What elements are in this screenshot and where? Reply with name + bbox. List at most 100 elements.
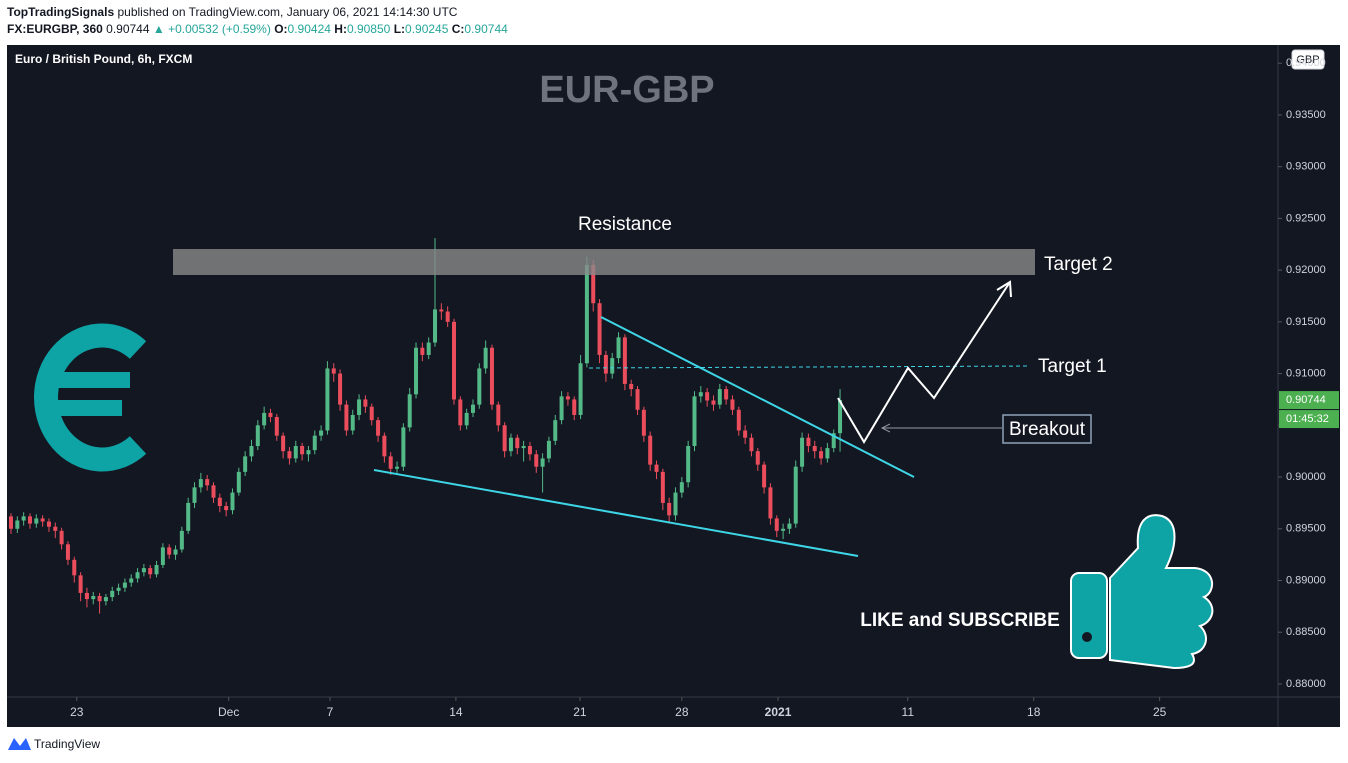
candle-body: [610, 358, 615, 374]
resistance-label: Resistance: [578, 214, 672, 235]
candle-body: [781, 528, 786, 531]
candle-body: [262, 412, 267, 426]
candle-body: [376, 420, 381, 436]
call-to-action: LIKE and SUBSCRIBE: [860, 610, 1060, 631]
l-value: 0.90245: [405, 22, 449, 36]
candle-body: [420, 347, 425, 355]
candle-body: [597, 303, 602, 355]
candle-body: [293, 446, 298, 459]
candle-body: [521, 446, 526, 449]
l-label: L:: [393, 22, 406, 36]
candle-body: [344, 404, 349, 431]
euro-arc: [34, 323, 147, 472]
candle-body: [186, 502, 191, 531]
candle-body: [553, 420, 558, 441]
breakout-box: [1002, 414, 1092, 444]
publisher[interactable]: TopTradingSignals: [7, 5, 115, 19]
candle-body: [445, 311, 450, 322]
target-2-label: Target 2: [1044, 254, 1113, 275]
candle-body: [255, 425, 260, 447]
candle-body: [407, 394, 412, 428]
y-tick-label: 0.91000: [1286, 367, 1326, 379]
header: TopTradingSignals published on TradingVi…: [7, 4, 508, 38]
candle-body: [439, 309, 444, 312]
candle-body: [179, 530, 184, 550]
candle-body: [34, 518, 39, 524]
candle-body: [483, 347, 488, 369]
candle-body: [414, 347, 419, 395]
brand-name[interactable]: TradingView: [34, 737, 100, 751]
candle-body: [306, 450, 311, 455]
countdown-box: [1279, 410, 1339, 429]
candle-body: [698, 392, 703, 397]
candle-body: [27, 516, 32, 524]
x-tick-label: 14: [449, 705, 463, 719]
candle-body: [724, 389, 729, 400]
candle-body: [762, 464, 767, 488]
candle-body: [236, 471, 241, 493]
currency-button[interactable]: [1291, 49, 1325, 70]
publish-line: TopTradingSignals published on TradingVi…: [7, 4, 508, 21]
candle-body: [565, 396, 570, 400]
resistance-trendline: [600, 316, 915, 478]
candle-body: [603, 354, 608, 374]
candle-body: [211, 485, 216, 498]
candle-body: [458, 399, 463, 426]
arrow-head: [996, 280, 1012, 298]
h-label: H:: [334, 22, 347, 36]
candle-body: [705, 392, 710, 401]
candle-body: [274, 417, 279, 436]
candle-body: [217, 497, 222, 507]
candle-body: [584, 264, 589, 364]
candle-body: [192, 487, 197, 503]
candle-body: [534, 454, 539, 467]
candle-body: [572, 399, 577, 415]
o-value: 0.90424: [287, 22, 331, 36]
candle-body: [65, 544, 70, 560]
candle-body: [78, 575, 83, 593]
candle-body: [135, 572, 140, 579]
x-tick-label: 23: [70, 705, 84, 719]
candle-body: [831, 433, 836, 449]
target-1-label: Target 1: [1038, 356, 1107, 377]
candle-body: [648, 435, 653, 465]
candle-body: [72, 559, 77, 576]
thumbs-up-icon: [1070, 514, 1214, 670]
currency-label[interactable]: GBP: [1296, 54, 1319, 66]
candle-body: [749, 437, 754, 452]
candle-body: [363, 399, 368, 407]
candle-body: [692, 396, 697, 447]
candle-body: [825, 448, 830, 459]
candle-body: [325, 368, 330, 431]
candle-body: [736, 409, 741, 431]
candle-body: [129, 578, 134, 583]
candle-body: [838, 400, 843, 434]
candle-body: [489, 347, 494, 405]
candle-body: [800, 437, 805, 467]
candle-body: [350, 414, 355, 431]
candle-body: [819, 451, 824, 459]
brand-logo: [8, 738, 31, 750]
candle-body: [591, 264, 596, 304]
candle-body: [774, 518, 779, 531]
candle-body: [338, 373, 343, 405]
candle-body: [679, 482, 684, 493]
candle-body: [110, 590, 115, 598]
candle-body: [496, 404, 501, 426]
quote-line: FX:EURGBP, 360 0.90744 ▲ +0.00532 (+0.59…: [7, 21, 508, 38]
candle-body: [167, 547, 172, 555]
y-tick-label: 0.89500: [1286, 523, 1326, 535]
candle-body: [160, 547, 165, 565]
y-tick-label: 0.89000: [1286, 574, 1326, 586]
candle-body: [15, 520, 20, 529]
y-tick-label: 0.91500: [1286, 316, 1326, 328]
candle-body: [717, 389, 722, 405]
published: published on TradingView.com, January 06…: [117, 5, 458, 19]
candle-body: [686, 446, 691, 483]
candle-body: [268, 412, 273, 418]
candle-body: [103, 597, 108, 602]
candle-body: [97, 596, 102, 602]
candle-body: [198, 479, 203, 488]
candle-body: [502, 425, 507, 452]
candle-body: [116, 587, 121, 591]
